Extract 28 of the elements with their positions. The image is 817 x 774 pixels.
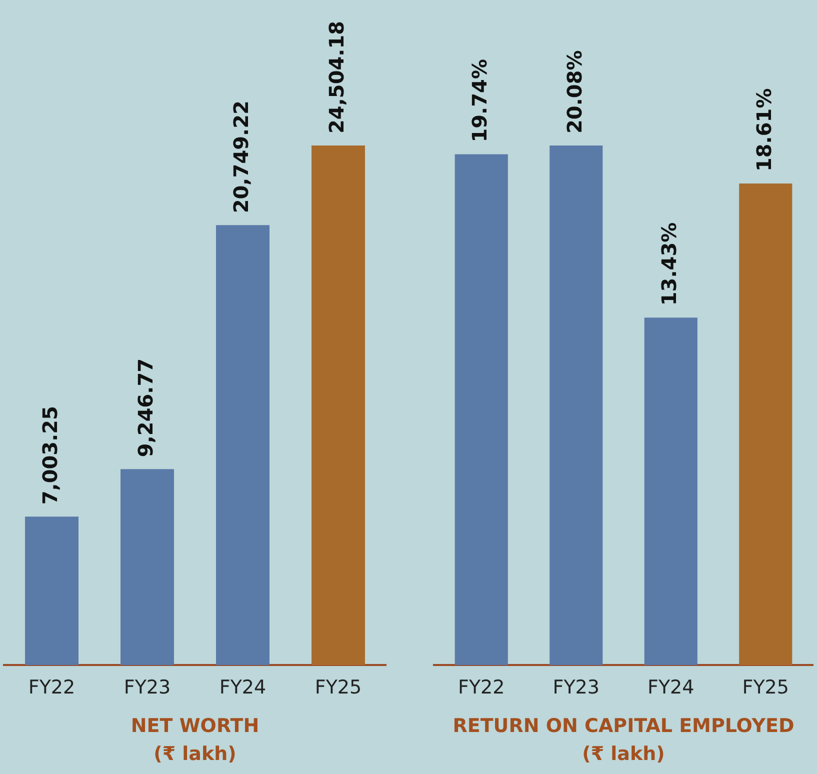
data-label: 18.61% (752, 88, 776, 172)
text: NET WORTH (130, 714, 260, 739)
x-tick-label: FY23 (552, 676, 600, 699)
bar (550, 146, 603, 666)
x-tick-label: FY22 (458, 676, 505, 699)
bar (25, 516, 78, 666)
x-tick-label: FY24 (219, 676, 266, 699)
text: (₹ lakh) (581, 742, 666, 767)
x-tick-label: FY23 (124, 676, 171, 699)
data-label: 9,246.77 (133, 358, 158, 458)
x-tick-label: FY24 (648, 676, 694, 699)
bar (739, 184, 792, 666)
bar (454, 154, 508, 666)
x-tick-label: FY22 (28, 676, 76, 699)
data-label: 19.74% (468, 59, 492, 142)
data-label: 7,003.25 (38, 406, 62, 505)
bar (312, 146, 365, 666)
bar (216, 225, 270, 666)
text: (₹ lakh) (152, 742, 238, 767)
x-tick-label: FY25 (314, 676, 362, 699)
text: RETURN ON CAPITAL EMPLOYED (452, 714, 796, 739)
bar (120, 469, 174, 666)
x-tick-label: FY25 (742, 676, 789, 699)
bar (644, 318, 698, 666)
data-label: 13.43% (657, 222, 682, 306)
data-label: 20,749.22 (228, 100, 253, 214)
data-label: 20.08% (562, 50, 586, 134)
data-label: 24,504.18 (324, 20, 348, 134)
